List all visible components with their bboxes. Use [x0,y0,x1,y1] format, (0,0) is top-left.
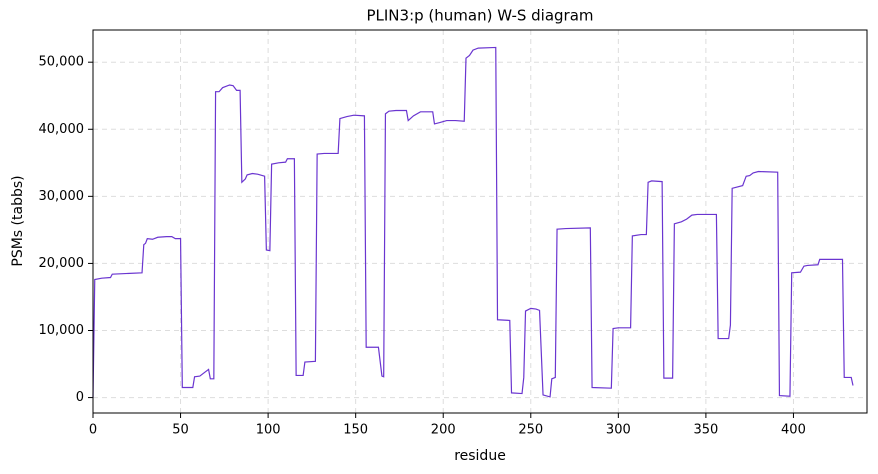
x-tick-label: 400 [781,423,806,438]
x-tick-label: 250 [518,423,543,438]
x-tick-label: 200 [431,423,456,438]
plot-frame [92,29,868,414]
chart-title: PLIN3:p (human) W-S diagram [366,7,593,25]
y-tick-label: 0 [76,390,84,405]
y-axis-title: PSMs (tabbs) [10,175,26,266]
y-tick-label: 10,000 [39,323,85,338]
data-line [92,46,854,398]
y-tick-label: 30,000 [39,189,85,204]
y-tick-label: 40,000 [39,122,85,137]
x-tick-label: 350 [693,423,718,438]
x-tick-label: 100 [256,423,281,438]
x-axis-title: residue [454,448,506,464]
x-tick-label: 0 [89,423,97,438]
y-tick-label: 20,000 [39,256,85,271]
x-tick-label: 150 [343,423,368,438]
x-tick-label: 300 [606,423,631,438]
x-tick-label: 50 [172,423,189,438]
y-tick-label: 50,000 [39,55,85,70]
